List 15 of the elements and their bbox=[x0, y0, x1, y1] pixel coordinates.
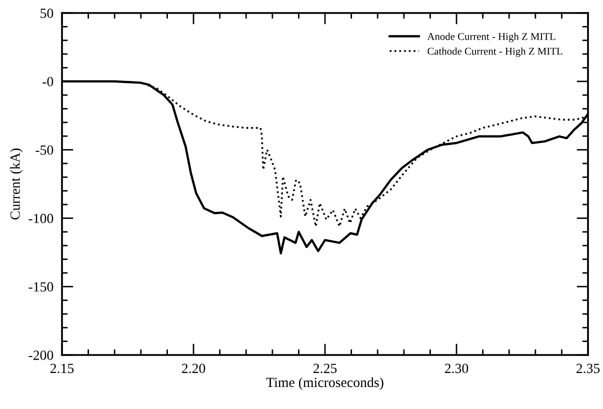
x-tick-label: 2.30 bbox=[444, 364, 468, 374]
legend-label: Cathode Current - High Z MITL bbox=[428, 47, 562, 57]
y-axis-title: Current (kA) bbox=[10, 148, 23, 220]
x-tick-label: 2.35 bbox=[576, 364, 600, 374]
y-tick-label: -50 bbox=[36, 145, 54, 155]
x-axis-title: Time (microseconds) bbox=[266, 377, 384, 390]
x-tick-label: 2.25 bbox=[313, 364, 337, 374]
y-tick-label: 50 bbox=[40, 8, 54, 18]
x-tick-label: 2.15 bbox=[50, 364, 74, 374]
x-tick-label: 2.20 bbox=[182, 364, 206, 374]
y-tick-label: -100 bbox=[28, 214, 54, 224]
y-tick-label: -0 bbox=[42, 76, 54, 86]
legend-label: Anode Current - High Z MITL bbox=[427, 32, 556, 42]
y-tick-label: -150 bbox=[28, 282, 54, 292]
y-tick-label: -200 bbox=[28, 350, 54, 360]
